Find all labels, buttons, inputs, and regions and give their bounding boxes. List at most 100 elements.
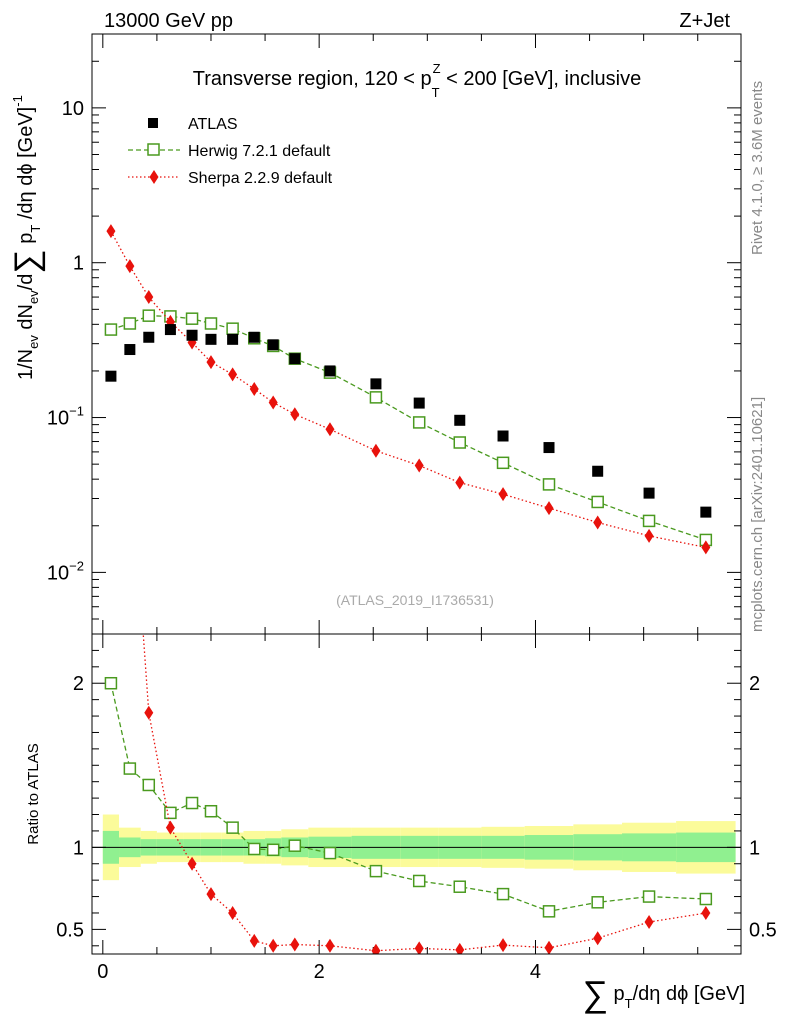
main-atlas-point xyxy=(643,487,655,499)
ratio-herwig-point xyxy=(699,892,713,906)
ratio-herwig-point xyxy=(642,890,656,903)
ratio-sherpa-point xyxy=(187,856,197,871)
ratio-herwig-point xyxy=(266,843,280,857)
main-sherpa-point xyxy=(455,475,465,490)
source-label: mcplots.cern.ch [arXiv:2401.10621] xyxy=(749,397,766,632)
main-atlas-point xyxy=(186,329,198,341)
ratio-y-tick-label: 0.5 xyxy=(56,919,84,941)
ratio-sherpa-point xyxy=(206,887,216,902)
main-atlas-point xyxy=(454,414,466,426)
legend-sherpa-marker xyxy=(149,170,159,184)
ratio-axes: 2 2 1 1 0.5 0.5 0 2 4 xyxy=(56,634,777,983)
ratio-sherpa-point xyxy=(144,705,154,720)
ratio-herwig-point xyxy=(248,842,261,856)
ratio-herwig-point xyxy=(185,796,199,810)
main-title: Transverse region, 120 < pTZ < 200 [GeV]… xyxy=(193,61,641,100)
main-ylabel: 1/Nev dNev/d∑ pT /dη dϕ [GeV]-1 xyxy=(8,95,46,380)
legend-atlas-label: ATLAS xyxy=(188,116,238,133)
ratio-x-tick-label: 2 xyxy=(314,961,325,983)
energy-label: 13000 GeV pp xyxy=(104,10,233,32)
main-y-tick-label: 1 xyxy=(73,253,84,275)
ratio-y-tick-label-right: 2 xyxy=(749,673,760,695)
main-atlas-point xyxy=(592,465,604,477)
ratio-sherpa-point xyxy=(371,943,381,954)
main-sherpa-point xyxy=(228,367,238,382)
main-panel: 10 1 10−1 10−2 Transverse region, 120 < pTZ… xyxy=(8,33,742,635)
main-atlas-point xyxy=(497,430,509,442)
legend-herwig-label: Herwig 7.2.1 default xyxy=(188,143,331,160)
ratio-herwig-point xyxy=(591,896,604,909)
process-label: Z+Jet xyxy=(679,10,730,32)
main-herwig-point xyxy=(642,514,656,528)
main-sherpa-point xyxy=(106,224,116,239)
ratio-sherpa-point xyxy=(165,820,175,835)
main-herwig-point xyxy=(591,495,604,509)
main-atlas-point xyxy=(205,333,217,345)
ratio-herwig-point xyxy=(496,887,510,901)
ratio-series-group xyxy=(104,438,713,954)
main-sherpa-point xyxy=(593,515,603,530)
main-herwig-point xyxy=(123,317,137,330)
legend-herwig-marker xyxy=(147,143,160,156)
main-series-group xyxy=(104,224,713,555)
main-herwig-point xyxy=(226,322,239,335)
ratio-herwig-point xyxy=(104,676,118,690)
main-sherpa-line xyxy=(110,230,706,549)
ratio-herwig-point xyxy=(164,806,177,820)
ratio-ylabel: Ratio to ATLAS xyxy=(25,743,42,844)
main-sherpa-point xyxy=(290,407,300,422)
main-y-tick-label: 10 xyxy=(62,98,84,120)
main-axes: 10 1 10−1 10−2 xyxy=(47,33,741,635)
ratio-x-tick-label: 0 xyxy=(97,961,108,983)
ratio-xlabel: ∑ pT/dη dϕ [GeV] xyxy=(582,973,745,1014)
main-atlas-point xyxy=(248,331,260,343)
ratio-herwig-point xyxy=(412,874,426,888)
main-sherpa-point xyxy=(206,355,216,370)
main-y-tick-label: 10−1 xyxy=(47,404,84,430)
main-atlas-point xyxy=(105,370,117,382)
main-herwig-point xyxy=(142,309,156,322)
ratio-sherpa-point xyxy=(290,937,300,952)
main-atlas-point xyxy=(413,397,425,409)
ratio-sherpa-point xyxy=(701,905,711,920)
main-atlas-point xyxy=(143,331,155,343)
ratio-frame xyxy=(91,633,742,955)
main-atlas-point xyxy=(227,333,239,345)
ratio-sherpa-point xyxy=(644,915,654,929)
main-herwig-point xyxy=(496,456,510,470)
main-sherpa-point xyxy=(268,395,278,410)
ratio-x-tick-label: 4 xyxy=(530,961,541,983)
main-herwig-point xyxy=(412,416,426,429)
main-atlas-point xyxy=(543,442,555,454)
main-atlas-point xyxy=(164,324,176,336)
ratio-herwig-point xyxy=(204,804,218,818)
main-sherpa-point xyxy=(125,259,135,274)
ratio-sherpa-point xyxy=(544,940,554,954)
ratio-sherpa-point xyxy=(125,438,134,452)
main-herwig-point xyxy=(453,436,467,449)
ratio-sherpa-point xyxy=(455,942,465,954)
main-atlas-point xyxy=(124,344,136,356)
legend: ATLAS Herwig 7.2.1 default Sherpa 2.2.9 … xyxy=(128,116,333,187)
ratio-sherpa-point xyxy=(593,931,603,946)
main-sherpa-point xyxy=(144,290,154,305)
main-sherpa-point xyxy=(701,540,711,555)
ratio-herwig-point xyxy=(123,762,137,775)
ratio-herwig-point xyxy=(142,778,156,792)
main-herwig-point xyxy=(185,312,199,325)
ratio-sherpa-point xyxy=(325,938,335,953)
ratio-herwig-point xyxy=(323,846,337,860)
ratio-sherpa-point xyxy=(498,938,508,953)
ratio-y-tick-label: 2 xyxy=(73,673,84,695)
ratio-herwig-point xyxy=(453,880,467,893)
main-y-tick-label: 10−2 xyxy=(47,558,84,584)
main-sherpa-point xyxy=(414,458,424,473)
ratio-herwig-point xyxy=(369,864,383,878)
main-herwig-point xyxy=(369,391,383,404)
main-atlas-point xyxy=(324,365,336,377)
main-herwig-point xyxy=(204,317,218,330)
ratio-panel: 2 2 1 1 0.5 0.5 0 2 4 Ratio to ATLAS ∑ pT/dη dϕ … xyxy=(25,438,777,1014)
main-watermark: (ATLAS_2019_I1736531) xyxy=(336,592,494,608)
main-sherpa-point xyxy=(498,487,508,502)
ratio-y-tick-label: 1 xyxy=(73,837,84,859)
